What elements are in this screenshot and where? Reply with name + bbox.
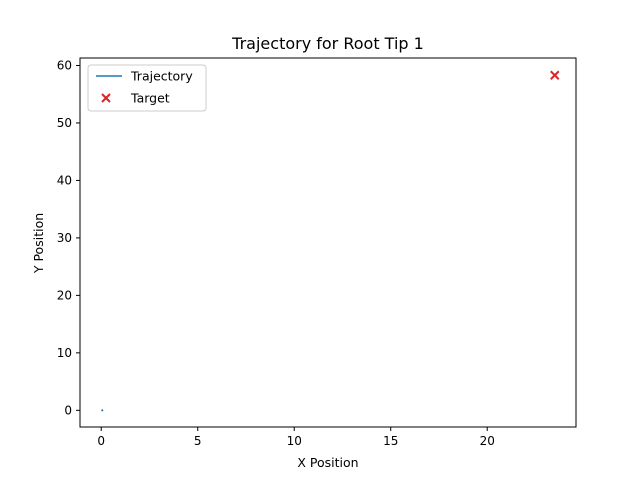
y-tick-label: 10 bbox=[57, 346, 72, 360]
legend: Trajectory Target bbox=[87, 64, 207, 112]
x-tick-label: 5 bbox=[194, 434, 202, 448]
trajectory-point bbox=[101, 409, 104, 412]
y-tick-label: 0 bbox=[64, 403, 72, 417]
y-tick-label: 40 bbox=[57, 173, 72, 187]
y-tick-label: 20 bbox=[57, 288, 72, 302]
x-tick-label: 0 bbox=[97, 434, 105, 448]
legend-target-swatch bbox=[101, 93, 111, 103]
chart-title: Trajectory for Root Tip 1 bbox=[231, 34, 424, 53]
x-tick-label: 15 bbox=[383, 434, 398, 448]
x-axis-label: X Position bbox=[297, 455, 358, 470]
plot-area: 0 5 10 15 20 0 10 20 30 40 50 60 bbox=[57, 57, 577, 448]
y-tick-label: 30 bbox=[57, 231, 72, 245]
legend-label: Target bbox=[130, 91, 170, 106]
y-axis-label: Y Position bbox=[31, 213, 46, 274]
x-tick-label: 20 bbox=[480, 434, 495, 448]
x-tick-label: 10 bbox=[287, 434, 302, 448]
axes-frame bbox=[79, 57, 577, 428]
y-tick-label: 50 bbox=[57, 116, 72, 130]
target-marker bbox=[550, 70, 560, 80]
y-tick-label: 60 bbox=[57, 58, 72, 72]
legend-label: Trajectory bbox=[130, 69, 193, 84]
